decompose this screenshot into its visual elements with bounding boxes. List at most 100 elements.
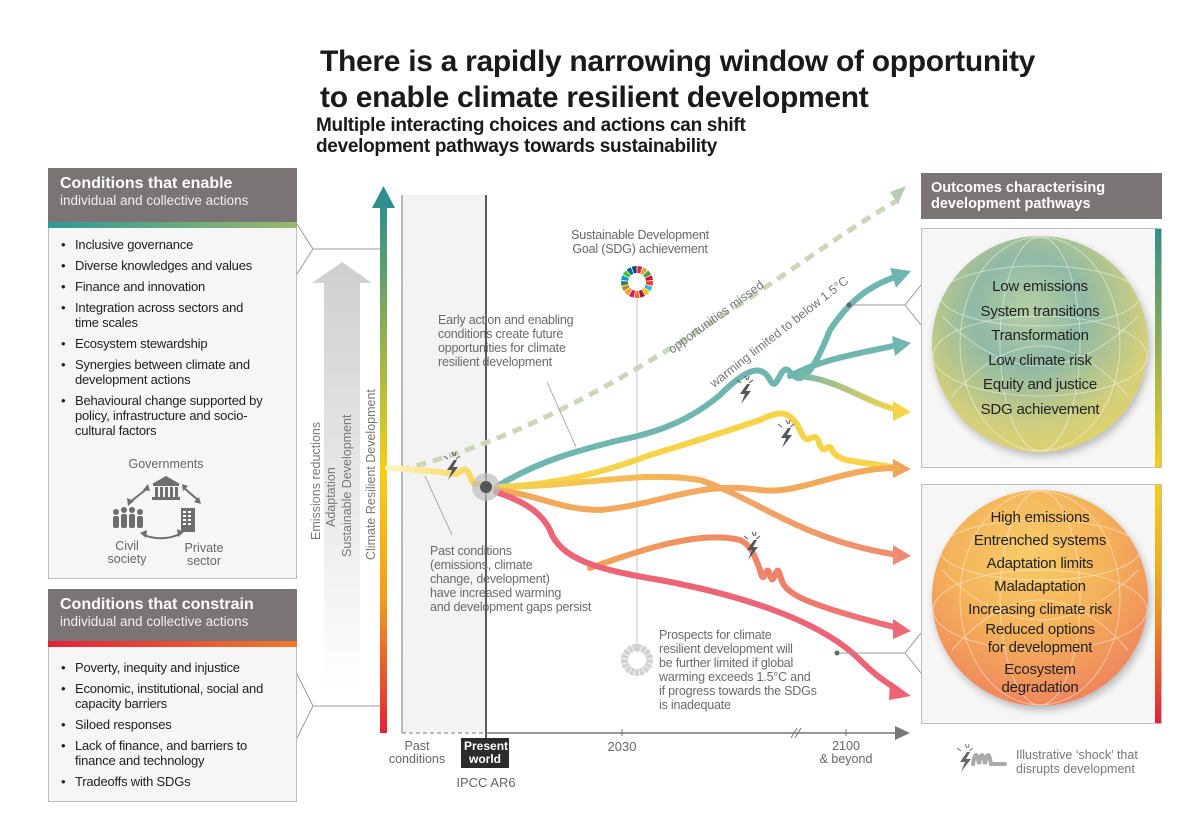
sdg-segment bbox=[628, 667, 636, 676]
positive-outcome: Equity and justice bbox=[983, 376, 1097, 393]
civil-society-label: Civil society bbox=[97, 540, 157, 566]
negative-outcome: degradation bbox=[1001, 679, 1079, 696]
past-region bbox=[402, 195, 486, 733]
subtitle: Multiple interacting choices and actions… bbox=[316, 115, 746, 157]
sdg-segment bbox=[621, 662, 630, 670]
pathway-orange bbox=[493, 465, 901, 514]
outcomes-negative-dot bbox=[834, 650, 840, 656]
present-label-2: world bbox=[469, 752, 501, 766]
anno-line: be further limited if global bbox=[659, 656, 794, 670]
negative-outcome: Reduced options bbox=[985, 621, 1095, 638]
past-label-2: conditions bbox=[388, 752, 446, 766]
time-axis-arrowhead bbox=[895, 726, 910, 740]
positive-outcome: Transformation bbox=[991, 327, 1089, 344]
subtitle-line-1: Multiple interacting choices and actions… bbox=[316, 115, 746, 136]
positive-outcomes-bar bbox=[1155, 229, 1161, 467]
sdg-segment bbox=[644, 662, 653, 670]
sdg-segment bbox=[643, 270, 652, 278]
sdg-label-2: Goal (SDG) achievement bbox=[572, 242, 708, 256]
enable-stripe bbox=[48, 222, 297, 228]
sdg-segment bbox=[640, 645, 648, 654]
constrain-heading: Conditions that constrain bbox=[60, 596, 254, 613]
sdg-segment bbox=[626, 267, 634, 276]
sdg-segment bbox=[624, 665, 633, 674]
prospects-annotation: Prospects for climate resilient developm… bbox=[659, 628, 817, 712]
enable-item: Inclusive governance bbox=[61, 237, 293, 252]
subtitle-line-2: development pathways towards sustainabil… bbox=[316, 136, 717, 157]
sdg-segment bbox=[628, 289, 636, 298]
pathway-yellow-down bbox=[493, 473, 901, 558]
present-world-badge: Present world bbox=[461, 738, 509, 768]
crd-axis-label: Climate Resilient Development bbox=[364, 389, 378, 560]
sdg-segment bbox=[638, 289, 646, 298]
sdg-segment bbox=[643, 648, 652, 656]
sdg-segment bbox=[640, 267, 648, 276]
anno-line: change, development) bbox=[430, 572, 550, 586]
past-conditions-leader bbox=[424, 475, 453, 536]
past-conditions-annotation: Past conditions (emissions, climate chan… bbox=[430, 544, 591, 614]
constrain-subheading: individual and collective actions bbox=[60, 614, 249, 629]
enable-connector-lower bbox=[296, 248, 314, 275]
sdg-label-1: Sustainable Development bbox=[571, 228, 709, 242]
sdg-segment bbox=[621, 653, 629, 659]
negative-outcomes-bar bbox=[1155, 485, 1161, 723]
sdg-segment bbox=[637, 644, 643, 652]
gray-up-arrow bbox=[312, 262, 372, 690]
year-2030-label: 2030 bbox=[607, 739, 637, 754]
negative-outcome: Ecosystem bbox=[1004, 661, 1076, 678]
cycle-arrows-icon bbox=[127, 484, 201, 540]
title-line-1: There is a rapidly narrowing window of o… bbox=[320, 45, 1036, 78]
main-title: There is a rapidly narrowing window of o… bbox=[320, 44, 1035, 116]
sdg-segment bbox=[645, 281, 653, 286]
pathway-teal-yellow bbox=[797, 373, 901, 413]
globe-grid-positive bbox=[932, 236, 1148, 452]
crd-axis-bar bbox=[380, 205, 387, 733]
enable-item: Diverse knowledges and values bbox=[61, 258, 293, 273]
civil-label-1: Civil bbox=[115, 539, 139, 553]
shock-icon-orange bbox=[743, 531, 761, 560]
sdg-label: Sustainable Development Goal (SDG) achie… bbox=[560, 228, 720, 256]
opportunities-missed-path bbox=[399, 197, 900, 473]
negative-outcome: Entrenched systems bbox=[973, 532, 1107, 549]
constrain-stripe bbox=[48, 641, 297, 647]
negative-outcome: for development bbox=[987, 639, 1093, 656]
sdg-segment bbox=[622, 270, 631, 278]
constrain-item: Tradeoffs with SDGs bbox=[61, 774, 293, 789]
outcomes-header: Outcomes characterising development path… bbox=[921, 173, 1162, 219]
sdg-segment bbox=[638, 667, 646, 676]
axis-break-icon bbox=[790, 727, 802, 739]
enable-connector bbox=[296, 223, 384, 250]
sdg-segment bbox=[645, 653, 653, 659]
legend-shock-icon bbox=[956, 743, 1007, 772]
enable-list: Inclusive governance Diverse knowledges … bbox=[61, 237, 293, 444]
globe-grid-negative bbox=[932, 490, 1148, 706]
positive-outcome: Low emissions bbox=[992, 278, 1088, 295]
enable-panel-header: Conditions that enable individual and co… bbox=[48, 168, 297, 222]
sdg-segment bbox=[641, 665, 650, 674]
constrain-connector-lower bbox=[296, 705, 314, 739]
anno-line: (emissions, climate bbox=[430, 558, 533, 572]
legend-line-2: disrupts development bbox=[1016, 762, 1135, 776]
anno-line: Prospects for climate bbox=[659, 628, 772, 642]
private-label-2: sector bbox=[186, 554, 222, 568]
outcomes-heading-1: Outcomes characterising bbox=[931, 180, 1106, 196]
pathway-teal-2 bbox=[787, 342, 901, 379]
sdg-segment bbox=[621, 659, 629, 664]
negative-outcome: High emissions bbox=[990, 509, 1090, 526]
early-action-annotation: Early action and enabling conditions cre… bbox=[438, 313, 574, 369]
enable-item: Ecosystem stewardship bbox=[61, 336, 293, 351]
pathway-red-arrowhead-1 bbox=[893, 619, 911, 639]
sdg-segment bbox=[631, 266, 637, 274]
sdg-segment bbox=[631, 644, 637, 652]
title-line-2: to enable climate resilient development bbox=[320, 81, 869, 114]
private-sector-label: Private sector bbox=[174, 542, 234, 568]
past-conditions-axis-label: Past conditions bbox=[382, 740, 452, 766]
positive-outcomes-list: Low emissions System transitions Transfo… bbox=[932, 275, 1148, 422]
sdg-segment bbox=[626, 645, 634, 654]
anno-line: and development gaps persist bbox=[430, 600, 592, 614]
early-action-leader bbox=[546, 381, 577, 448]
sdg-segment bbox=[621, 275, 629, 281]
legend-line-1: Illustrative ‘shock’ that bbox=[1016, 748, 1138, 762]
positive-outcome: Low climate risk bbox=[988, 351, 1092, 369]
enable-heading: Conditions that enable bbox=[60, 175, 233, 192]
